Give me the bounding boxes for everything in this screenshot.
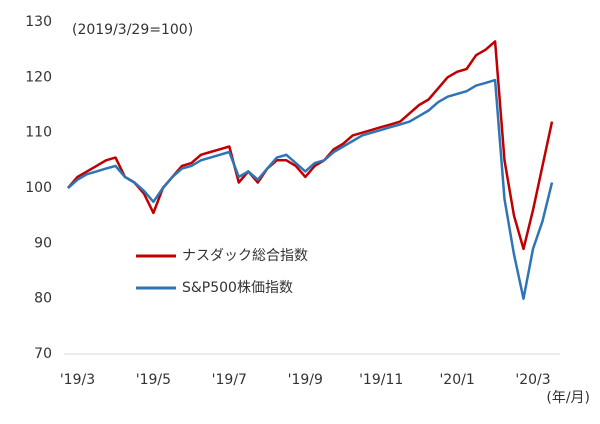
- x-tick-label: '20/3: [515, 372, 550, 388]
- x-unit: (年/月): [546, 390, 590, 406]
- legend-label: S&P500株価指数: [182, 280, 293, 296]
- y-tick-label: 80: [34, 291, 52, 307]
- series-line: [67, 40, 554, 251]
- y-tick-label: 120: [25, 69, 52, 85]
- x-tick-label: '19/3: [60, 372, 95, 388]
- annotation: (2019/3/29=100): [72, 22, 193, 38]
- x-tick-label: '19/7: [212, 372, 247, 388]
- y-tick-label: 110: [25, 125, 52, 141]
- legend-label: ナスダック総合指数: [182, 248, 308, 264]
- x-tick-label: '19/11: [359, 372, 403, 388]
- y-tick-label: 100: [25, 180, 52, 196]
- y-tick-label: 70: [34, 346, 52, 362]
- y-tick-label: 90: [34, 235, 52, 251]
- y-tick-label: 130: [25, 14, 52, 30]
- x-tick-label: '19/5: [136, 372, 171, 388]
- x-tick-label: '20/1: [439, 372, 474, 388]
- series-line: [67, 78, 554, 300]
- x-tick-label: '19/9: [288, 372, 323, 388]
